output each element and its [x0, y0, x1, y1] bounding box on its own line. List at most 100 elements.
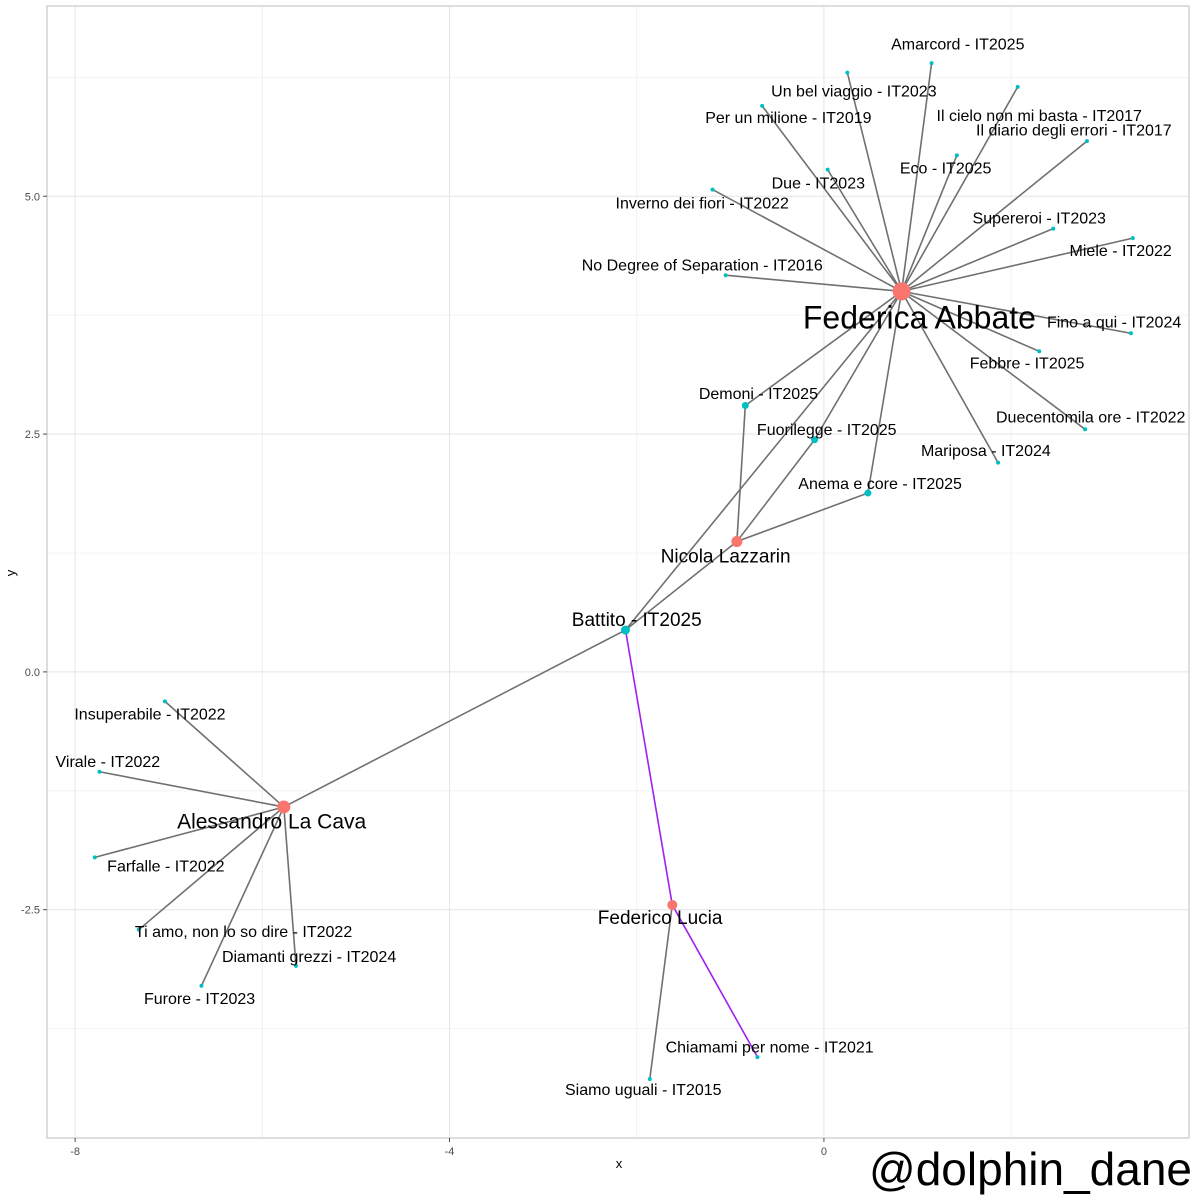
edge-highlight: [671, 904, 759, 1058]
song-label-amarcord: Amarcord - IT2025: [891, 37, 1024, 54]
artist-label-fa: Federica Abbate: [803, 299, 1036, 335]
song-label-mariposa: Mariposa - IT2024: [921, 443, 1051, 460]
song-node-furore: [199, 983, 204, 988]
song-node-insuperabile: [162, 699, 167, 704]
song-label-insuperabile: Insuperabile - IT2022: [74, 706, 225, 723]
song-label-inverno: Inverno dei fiori - IT2022: [616, 196, 790, 213]
artist-label-alc: Alessandro La Cava: [177, 811, 366, 834]
edge: [164, 700, 285, 808]
song-label-anema: Anema e core - IT2025: [798, 476, 962, 493]
y-tick-label: 0.0: [25, 667, 40, 679]
x-axis-title: x: [616, 1156, 623, 1171]
major-gridlines: [47, 6, 1189, 1138]
song-label-viaggio: Un bel viaggio - IT2023: [771, 83, 937, 100]
edge: [901, 237, 1134, 293]
song-node-supereroi: [1051, 226, 1056, 231]
edges: [94, 62, 1134, 1080]
minor-gridlines: [47, 6, 1189, 1138]
edge: [813, 290, 903, 441]
artist-label-fl: Federico Lucia: [598, 908, 723, 929]
song-node-nodegree: [723, 273, 728, 278]
song-label-virale: Virale - IT2022: [56, 754, 161, 771]
song-node-anema: [864, 489, 872, 497]
song-label-cielo: Il cielo non mi basta - IT2017: [937, 108, 1143, 125]
song-label-fuori: Fuorilegge - IT2025: [757, 422, 897, 439]
edge: [901, 140, 1088, 292]
edge: [901, 290, 1040, 353]
song-label-supereroi: Supereroi - IT2023: [973, 211, 1107, 228]
artist-node-alc: [277, 800, 291, 814]
artist-node-fa: [892, 282, 911, 301]
song-label-tiamo: Ti amo, non lo so dire - IT2022: [135, 924, 352, 941]
song-label-eco: Eco - IT2025: [900, 160, 992, 177]
y-tick-label: -2.5: [21, 905, 40, 917]
plot-panel-border: [46, 5, 1190, 1139]
song-node-diamanti: [293, 963, 298, 968]
watermark: @dolphin_dane: [869, 1143, 1192, 1195]
y-axis-title: y: [3, 569, 18, 576]
song-label-furore: Furore - IT2023: [144, 991, 255, 1008]
song-label-diamanti: Diamanti grezzi - IT2024: [222, 949, 396, 966]
song-node-eco: [954, 153, 959, 158]
song-node-due: [825, 167, 830, 172]
edge: [900, 86, 1019, 292]
edge: [649, 904, 674, 1080]
song-label-febbre: Febbre - IT2025: [970, 355, 1085, 372]
song-node-miele: [1130, 236, 1135, 241]
song-node-viaggio: [845, 70, 850, 75]
artist-label-nl: Nicola Lazzarin: [661, 546, 791, 567]
edge: [99, 770, 284, 808]
edge-highlight: [624, 629, 674, 906]
song-label-due: Due - IT2023: [772, 176, 865, 193]
song-node-chiamami: [755, 1055, 760, 1060]
song-node-inverno: [710, 187, 715, 192]
edge: [736, 405, 747, 542]
edge: [725, 274, 902, 293]
song-node-uguali: [647, 1077, 652, 1082]
edge: [901, 227, 1054, 293]
song-node-tiamo: [136, 927, 141, 932]
edge: [901, 290, 1132, 335]
plot-background: [47, 6, 1189, 1138]
edge: [736, 439, 816, 543]
edge: [900, 155, 958, 292]
song-label-finoaqui: Fino a qui - IT2024: [1047, 314, 1181, 331]
x-axis-ticks: -8 -4 0: [70, 1138, 827, 1158]
song-node-farfalle: [92, 855, 97, 860]
y-tick-label: 2.5: [25, 429, 40, 441]
edge: [900, 62, 933, 292]
song-label-chiamami: Chiamami per nome - IT2021: [666, 1039, 874, 1056]
edge: [736, 492, 869, 543]
node-labels: Federica Abbate Nicola Lazzarin Alessandro…: [56, 37, 1186, 1099]
edge: [761, 105, 903, 292]
song-node-milione: [760, 103, 765, 108]
song-label-nodegree: No Degree of Separation - IT2016: [582, 257, 823, 274]
song-label-uguali: Siamo uguali - IT2015: [565, 1082, 722, 1099]
edge: [846, 72, 903, 292]
song-node-amarcord: [929, 61, 934, 66]
edge: [138, 806, 285, 931]
song-label-miele: Miele - IT2022: [1070, 243, 1172, 260]
edge: [867, 291, 903, 494]
edge: [283, 806, 297, 966]
x-tick-label: 0: [821, 1146, 827, 1158]
x-tick-label: -4: [445, 1146, 455, 1158]
song-label-diario: Il diario degli errori - IT2017: [976, 122, 1172, 139]
song-node-diario: [1084, 139, 1089, 144]
song-node-finoaqui: [1128, 331, 1133, 336]
song-node-cielo: [1015, 84, 1020, 89]
edge: [901, 290, 1086, 430]
edge: [712, 188, 903, 293]
x-tick-label: -8: [70, 1146, 80, 1158]
edge: [744, 290, 903, 407]
edge: [200, 806, 285, 987]
edge: [900, 290, 999, 463]
edge: [94, 806, 285, 859]
song-node-fuori: [811, 436, 819, 444]
song-node-duecento: [1083, 427, 1088, 432]
song-node-battito: [620, 625, 630, 635]
song-label-milione: Per un milione - IT2019: [705, 110, 871, 127]
y-axis-ticks: -2.5 0.0 2.5 5.0: [21, 191, 47, 917]
